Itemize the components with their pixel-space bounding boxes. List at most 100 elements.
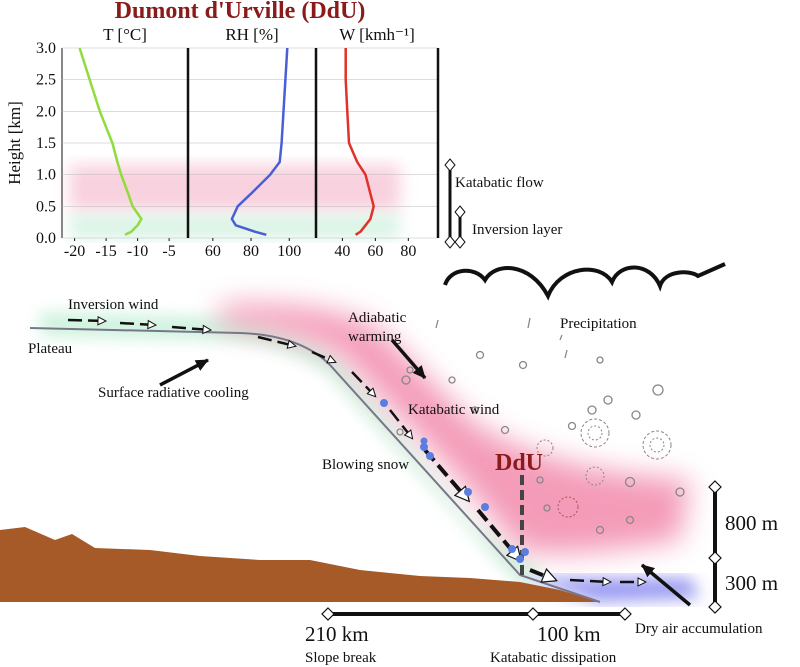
shape	[420, 443, 428, 451]
y-axis-title: Height [km]	[5, 101, 24, 185]
label: Precipitation	[560, 316, 637, 332]
shape	[351, 371, 375, 396]
y-tick-label: 2.5	[36, 72, 56, 89]
label: Slope break	[305, 650, 377, 666]
shape	[426, 452, 434, 460]
shape	[406, 366, 414, 374]
shape	[444, 158, 466, 249]
y-tick-label: 0.0	[36, 230, 56, 247]
profile-plots: T [°C] -20 -15 -10 -5 0.0 0.5 1.0 1.5 2.0 2.5 3.0 He…	[5, 25, 440, 260]
shape	[516, 555, 524, 563]
shape	[70, 215, 400, 238]
profile-line	[230, 47, 289, 237]
label: warming	[348, 329, 402, 345]
label: DdU	[495, 450, 543, 476]
layer-scale	[444, 158, 466, 249]
shape	[520, 578, 700, 602]
y-tick-label: 1.0	[36, 167, 56, 184]
shape	[603, 395, 613, 405]
label: 100 km	[537, 622, 601, 646]
shape	[596, 356, 604, 364]
shape	[631, 410, 641, 420]
shape	[536, 476, 544, 484]
cloud	[443, 262, 726, 301]
aggregates	[536, 418, 672, 518]
shape	[257, 335, 295, 346]
shape	[521, 548, 529, 556]
terrain	[0, 527, 600, 602]
shape	[587, 405, 597, 415]
layer-bands	[70, 165, 400, 238]
shape	[380, 399, 388, 407]
shape	[569, 580, 610, 582]
shape	[171, 327, 210, 330]
shape	[396, 428, 404, 436]
shape	[624, 476, 636, 488]
shape	[67, 320, 105, 321]
blowing-snow	[380, 399, 529, 563]
profile-line	[78, 47, 143, 236]
label: Blowing snow	[322, 457, 409, 473]
shape	[642, 430, 672, 460]
shape	[448, 376, 456, 384]
distance-bars	[321, 480, 722, 621]
shape	[464, 488, 472, 496]
y-tick-label: 3.0	[36, 40, 56, 57]
shape	[559, 334, 563, 341]
shape	[536, 439, 554, 457]
shape	[527, 317, 531, 329]
label: Dry air accumulation	[635, 621, 763, 637]
shape	[675, 487, 685, 497]
label: 300 m	[725, 571, 778, 595]
shape	[159, 358, 209, 387]
label: 800 m	[725, 511, 778, 535]
shape	[595, 525, 605, 535]
shape	[500, 425, 510, 435]
shape	[518, 360, 528, 370]
label: Inversion wind	[68, 297, 159, 313]
shape	[529, 570, 555, 580]
shape	[420, 437, 428, 445]
shape	[585, 466, 605, 486]
label: Plateau	[28, 341, 73, 357]
y-tick-label: 2.0	[36, 103, 56, 120]
shape	[390, 338, 427, 380]
shape	[649, 437, 665, 453]
label: 210 km	[305, 622, 369, 646]
x-tick-label: 40	[334, 243, 350, 260]
profile-line	[344, 48, 375, 236]
x-tick-label: 80	[243, 243, 259, 260]
x-tick-label: 60	[367, 243, 383, 260]
label: Katabatic wind	[408, 402, 500, 418]
x-tick-label: 100	[277, 243, 301, 260]
label: Katabatic flow	[455, 175, 544, 191]
shape	[640, 563, 692, 607]
shape	[587, 425, 603, 441]
shape	[471, 406, 479, 414]
figure-title: Dumont d'Urville (DdU)	[115, 0, 366, 24]
shape	[625, 515, 635, 525]
x-tick-label: 80	[400, 243, 416, 260]
shape	[476, 508, 520, 560]
x-tick-label: -5	[162, 243, 175, 260]
x-tick-label: -20	[64, 243, 85, 260]
air-masses	[40, 304, 700, 602]
x-axis-title: W [kmh⁻¹]	[339, 25, 415, 44]
shape	[652, 384, 664, 396]
label: Katabatic dissipation	[490, 650, 617, 666]
shape	[580, 418, 610, 448]
shape	[564, 349, 568, 359]
shape	[567, 421, 577, 431]
shape	[389, 409, 412, 438]
shape	[543, 504, 551, 512]
shape	[475, 350, 485, 360]
shape	[119, 323, 155, 325]
y-tick-label: 0.5	[36, 198, 56, 215]
x-axis-title: T [°C]	[103, 25, 147, 44]
shape	[435, 319, 439, 329]
shape	[401, 375, 411, 385]
x-tick-label: 60	[205, 243, 221, 260]
label: Inversion layer	[472, 222, 562, 238]
shape	[708, 480, 722, 614]
